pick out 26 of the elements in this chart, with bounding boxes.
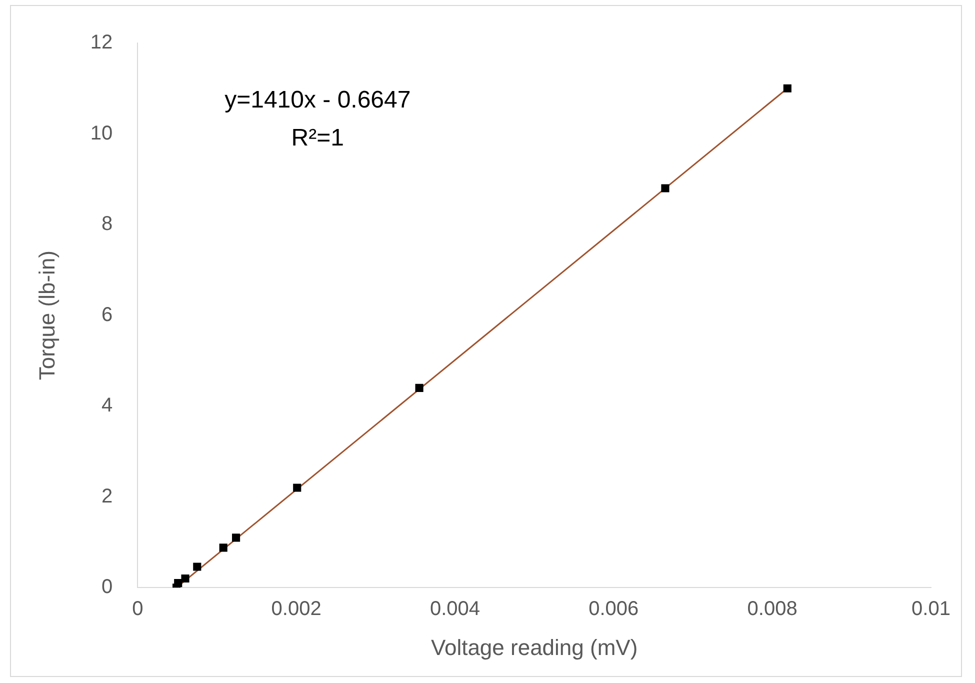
point [181,574,190,583]
point [193,562,202,571]
point [219,544,228,552]
point [783,84,792,92]
point [415,384,424,392]
y-tick-label: 10 [90,122,113,144]
y-axis-title: Torque (lb-in) [34,250,60,380]
x-tick-label: 0.006 [588,598,639,620]
point [174,579,182,588]
annotation: y=1410x - 0.6647 [224,86,411,114]
y-tick-label: 8 [102,213,113,236]
y-tick-label: 2 [102,485,113,508]
point [661,184,670,192]
x-tick-label: 0.002 [271,598,322,620]
x-tick-label: 0 [132,598,144,620]
point [232,534,240,542]
annotation: R²=1 [291,124,344,152]
x-axis-title: Voltage reading (mV) [430,634,638,660]
y-tick-label: 4 [102,394,113,417]
y-tick-label: 6 [102,304,113,326]
x-tick-label: 0.01 [912,598,950,620]
y-tick-label: 12 [90,32,113,54]
x-tick-label: 0.008 [747,598,798,620]
y-tick-label: 0 [102,576,113,598]
point [293,484,302,492]
x-tick-label: 0.004 [430,598,480,620]
